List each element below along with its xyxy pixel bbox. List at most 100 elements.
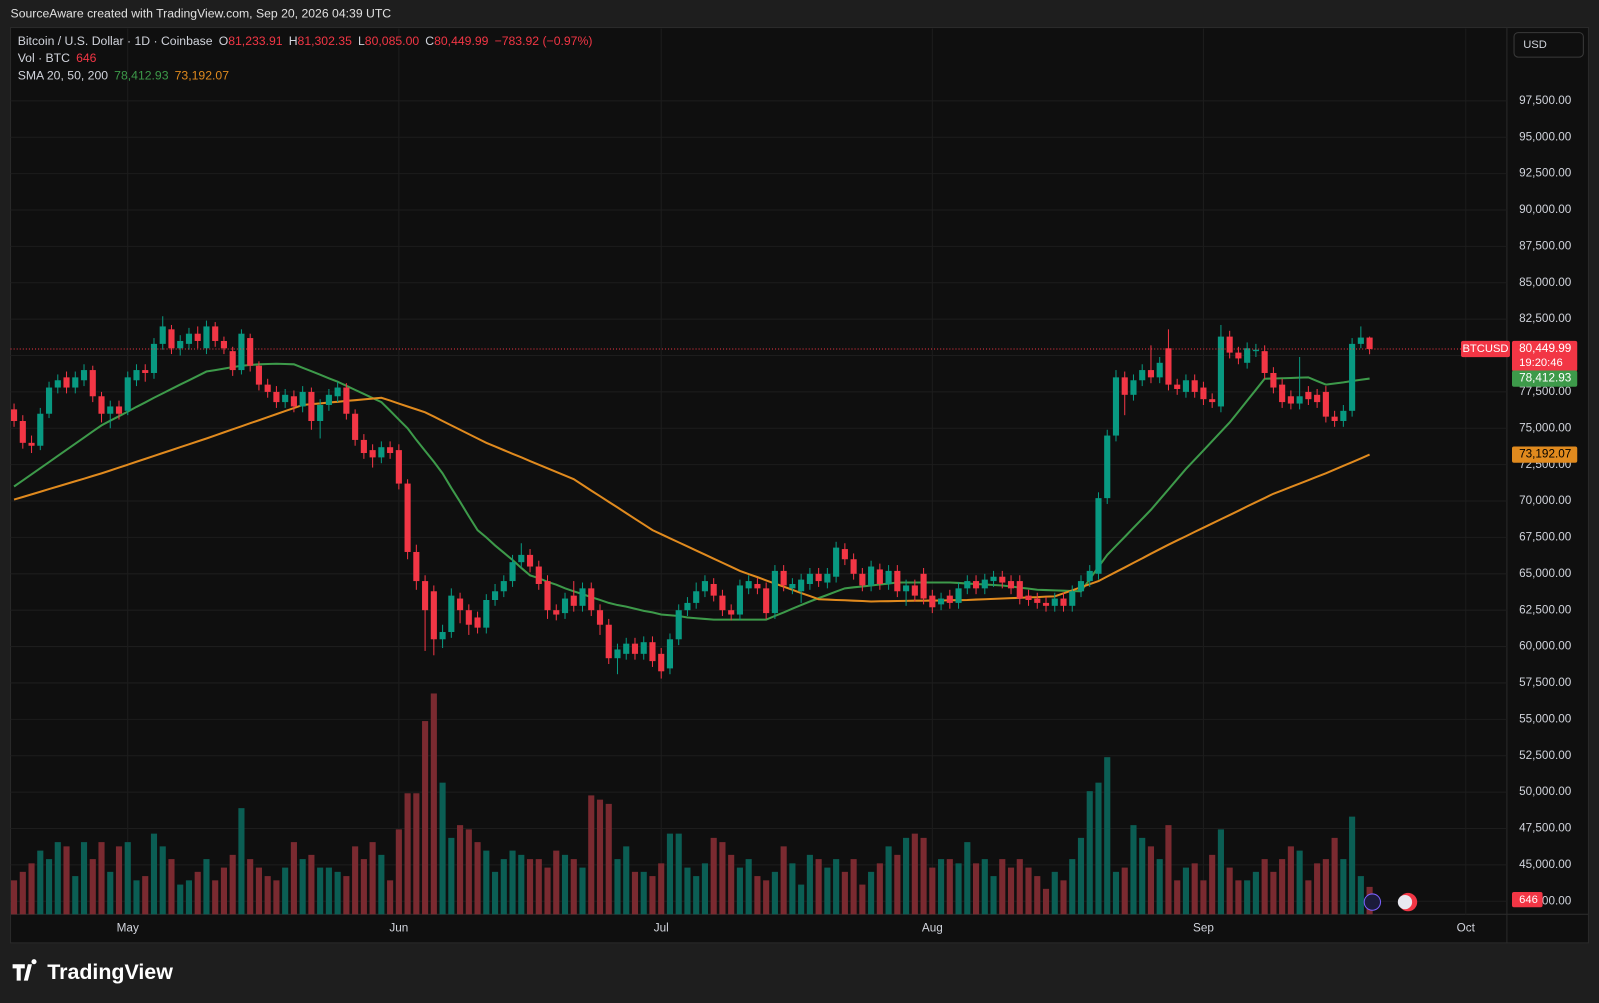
y-tick-label: 90,000.00 (1519, 203, 1572, 216)
candles (10, 316, 1507, 679)
event-icon[interactable] (1363, 893, 1382, 911)
x-tick-label: Oct (1457, 922, 1476, 935)
volume-bar (1139, 837, 1146, 915)
volume-bar (159, 846, 166, 915)
candle-body (605, 624, 612, 659)
candle-body (334, 387, 341, 397)
candle-body (212, 326, 219, 341)
volume-bar (999, 859, 1006, 915)
candle-body (378, 447, 385, 458)
volume-bar (789, 863, 796, 915)
y-tick-label: 92,500.00 (1519, 167, 1572, 180)
candle-body (1034, 598, 1041, 603)
volume-bar (526, 859, 534, 915)
y-tick-label: 62,500.00 (1519, 603, 1572, 616)
volume-bar (1305, 880, 1312, 915)
candle-body (457, 598, 464, 611)
y-tick-label: 47,500.00 (1519, 822, 1572, 835)
candle-body (387, 447, 394, 454)
candle-body (491, 591, 499, 600)
candle-body (185, 333, 193, 344)
volume-bar (771, 871, 778, 915)
volume-bar (1042, 888, 1050, 915)
candle-body (229, 351, 236, 371)
y-tick-label: 95,000.00 (1519, 130, 1572, 143)
x-tick-label: Aug (922, 922, 943, 935)
sma-price-label: 78,412.93 (1519, 372, 1571, 385)
candle-body (1305, 391, 1312, 400)
candle-body (264, 384, 271, 392)
candle-body (859, 573, 866, 586)
volume-bar (19, 871, 26, 915)
candle-body (509, 562, 516, 582)
currency-button[interactable] (1513, 32, 1584, 58)
candle-body (317, 405, 324, 422)
candle-body (535, 566, 542, 584)
candle-body (448, 595, 455, 633)
candle-body (553, 610, 560, 615)
candle-body (1147, 370, 1155, 378)
candle-body (474, 617, 481, 628)
ohlc-key: L (358, 34, 365, 48)
candle-body (841, 549, 848, 560)
volume-bar (220, 867, 228, 915)
volume-bar (1314, 863, 1321, 915)
volume-bar (815, 859, 822, 915)
candle-body (37, 413, 44, 446)
volume-bar (1200, 880, 1207, 915)
volume-bar (955, 863, 962, 915)
volume-bar (308, 854, 315, 915)
sma-price-box (1511, 446, 1578, 463)
candle-body (946, 595, 953, 603)
volume-bar (1322, 859, 1329, 915)
ohlc-value: 80,085.00 (365, 34, 420, 48)
candle-body (238, 333, 245, 371)
volume-bar (28, 863, 35, 915)
candle-body (684, 602, 691, 611)
volume-bar (1244, 880, 1251, 915)
volume-bar (938, 859, 945, 915)
volume-bar (1086, 791, 1093, 915)
price-label: 80,449.99 (1519, 342, 1571, 355)
volume-bar (299, 859, 306, 915)
currency[interactable]: USD (1523, 39, 1547, 51)
candle-body (115, 406, 123, 414)
candle-body (981, 579, 988, 589)
volume-bar (1130, 825, 1137, 915)
candle-body (413, 551, 420, 582)
volume-bar (631, 871, 639, 915)
volume-bar (1340, 859, 1347, 915)
volume-bar (98, 842, 105, 915)
candle-body (150, 343, 158, 373)
candle-body (325, 394, 332, 406)
sma-value: 78,412.93 (114, 69, 169, 83)
volume-bar (1182, 867, 1190, 915)
event-icon[interactable] (1397, 894, 1413, 910)
volume-bar (666, 833, 674, 915)
volume-bar (255, 867, 262, 915)
volume-bar (754, 876, 761, 915)
candle-body (719, 595, 726, 611)
volume-bar (107, 871, 114, 915)
volume-bar (570, 859, 577, 915)
candle-body (649, 642, 656, 662)
ohlc-key: C (425, 34, 434, 48)
candle-body (483, 599, 490, 628)
candle-body (614, 649, 621, 659)
candle-body (544, 581, 551, 611)
volume-bar (395, 829, 402, 915)
volume-bar (1174, 880, 1181, 915)
candle-body (833, 547, 840, 577)
volume-bar (911, 833, 918, 915)
volume-bar (115, 846, 123, 915)
candle-body (1357, 337, 1364, 344)
brand: TradingView (47, 960, 173, 984)
volume-bar (1349, 816, 1356, 915)
volume-bar (448, 837, 455, 915)
candle-body (570, 595, 577, 606)
candle-body (710, 583, 717, 596)
x-tick-label: Jul (654, 922, 669, 935)
candle-body (1252, 349, 1259, 352)
candle-body (1235, 352, 1242, 359)
candle-body (736, 585, 743, 615)
